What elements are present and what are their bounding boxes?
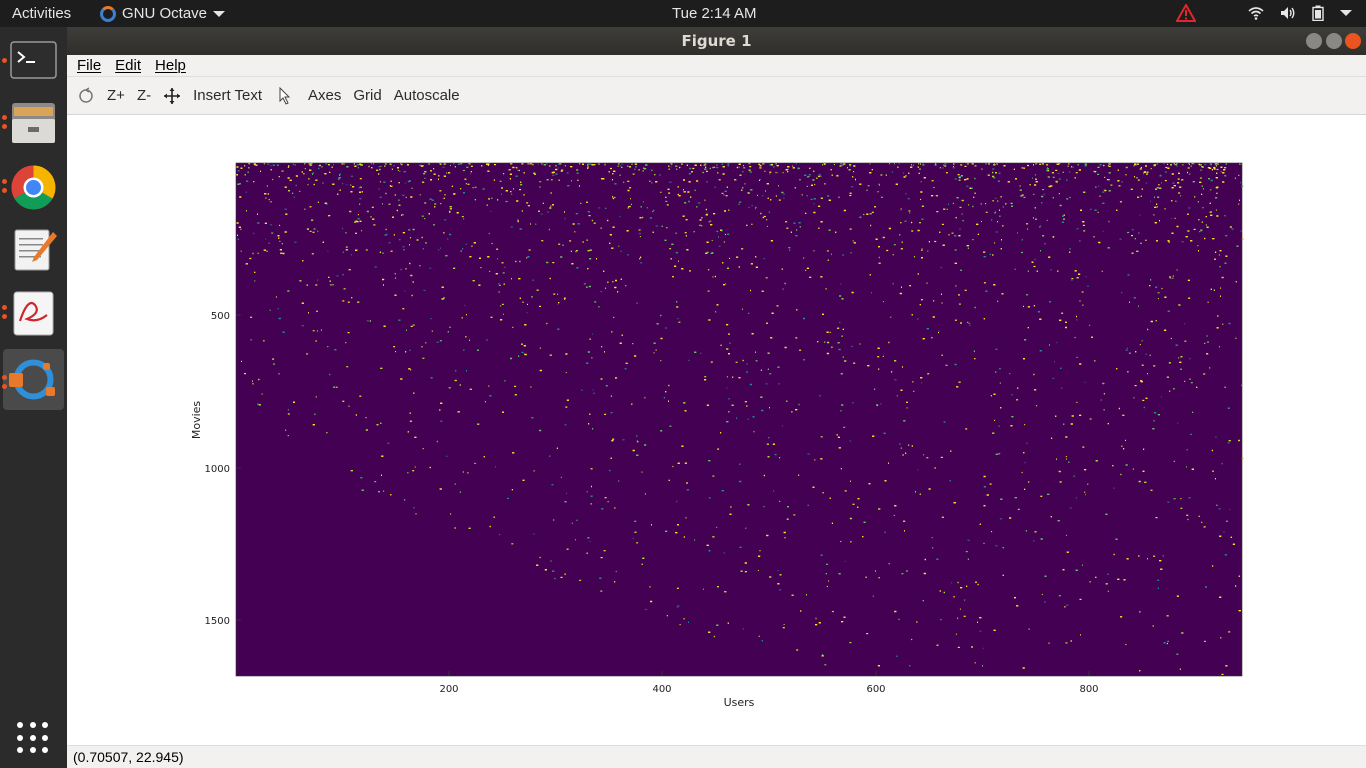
zoom-out-button[interactable]: Z- xyxy=(136,87,152,104)
warning-icon[interactable] xyxy=(1176,4,1196,22)
chrome-launcher[interactable] xyxy=(3,157,64,218)
heatmap-background xyxy=(236,163,1242,676)
window-titlebar[interactable]: Figure 1 xyxy=(67,27,1366,55)
chevron-down-icon xyxy=(213,10,226,17)
octave-icon xyxy=(9,359,55,400)
pan-icon[interactable] xyxy=(163,87,181,105)
window-title: Figure 1 xyxy=(681,32,752,50)
menu-help[interactable]: Help xyxy=(155,57,186,74)
y-tick-label: 500 xyxy=(211,311,230,322)
insert-text-button[interactable]: Insert Text xyxy=(193,87,263,104)
heatmap-cells xyxy=(236,163,1244,675)
files-icon xyxy=(12,103,55,143)
chrome-icon xyxy=(11,165,56,210)
x-tick-label: 400 xyxy=(652,684,671,695)
autoscale-button[interactable]: Autoscale xyxy=(393,87,460,104)
close-icon[interactable] xyxy=(1345,33,1361,49)
top-bar: Activities GNU Octave Tue 2:14 AM xyxy=(0,0,1366,27)
grid-button[interactable]: Grid xyxy=(353,87,382,104)
x-tick-label: 800 xyxy=(1079,684,1098,695)
app-menu[interactable]: GNU Octave xyxy=(100,5,226,22)
axes-frame xyxy=(235,162,1243,677)
system-tray[interactable] xyxy=(1176,4,1352,22)
figure-toolbar: Z+ Z- Insert Text Axes Grid Autoscale xyxy=(67,77,1366,115)
zoom-in-button[interactable]: Z+ xyxy=(107,87,125,104)
text-editor-icon xyxy=(14,229,57,271)
axes-button[interactable]: Axes xyxy=(308,87,342,104)
x-axis-label: Users xyxy=(724,696,755,709)
cursor-coordinates: (0.70507, 22.945) xyxy=(73,749,184,765)
x-tick-label: 600 xyxy=(866,684,885,695)
select-pointer-icon[interactable] xyxy=(278,86,292,105)
wifi-icon[interactable] xyxy=(1248,6,1264,20)
rotate-icon[interactable] xyxy=(77,86,95,105)
show-applications-button[interactable] xyxy=(17,722,49,754)
minimize-icon[interactable] xyxy=(1306,33,1322,49)
files-launcher[interactable] xyxy=(3,93,64,154)
clock[interactable]: Tue 2:14 AM xyxy=(672,5,757,22)
system-menu-chevron-icon[interactable] xyxy=(1340,10,1352,16)
y-tick-label: 1000 xyxy=(205,464,230,475)
y-axis-label: Movies xyxy=(190,401,203,440)
maximize-icon[interactable] xyxy=(1326,33,1342,49)
figure-window: Figure 1 File Edit Help Z+ Z- Insert Tex… xyxy=(67,27,1366,768)
y-tick-label: 1500 xyxy=(205,616,230,627)
plot-area[interactable]: 200 400 600 800 500 1000 1500 Users Movi… xyxy=(67,115,1366,745)
volume-icon[interactable] xyxy=(1280,6,1296,20)
terminal-launcher[interactable] xyxy=(3,30,64,91)
menu-file[interactable]: File xyxy=(77,57,102,74)
app-menu-label: GNU Octave xyxy=(122,5,208,22)
menu-edit[interactable]: Edit xyxy=(115,57,142,74)
evince-launcher[interactable] xyxy=(3,283,64,344)
text-editor-launcher[interactable] xyxy=(3,220,64,281)
ratings-heatmap[interactable]: 200 400 600 800 500 1000 1500 Users Movi… xyxy=(67,115,1366,745)
menu-bar: File Edit Help xyxy=(67,55,1366,77)
battery-icon[interactable] xyxy=(1312,5,1324,21)
octave-app-icon xyxy=(100,5,116,22)
terminal-icon xyxy=(10,41,57,79)
status-bar: (0.70507, 22.945) xyxy=(67,745,1366,768)
evince-icon xyxy=(13,291,54,336)
dock xyxy=(0,27,67,768)
x-tick-label: 200 xyxy=(439,684,458,695)
octave-launcher[interactable] xyxy=(3,349,64,410)
activities-button[interactable]: Activities xyxy=(12,5,72,22)
